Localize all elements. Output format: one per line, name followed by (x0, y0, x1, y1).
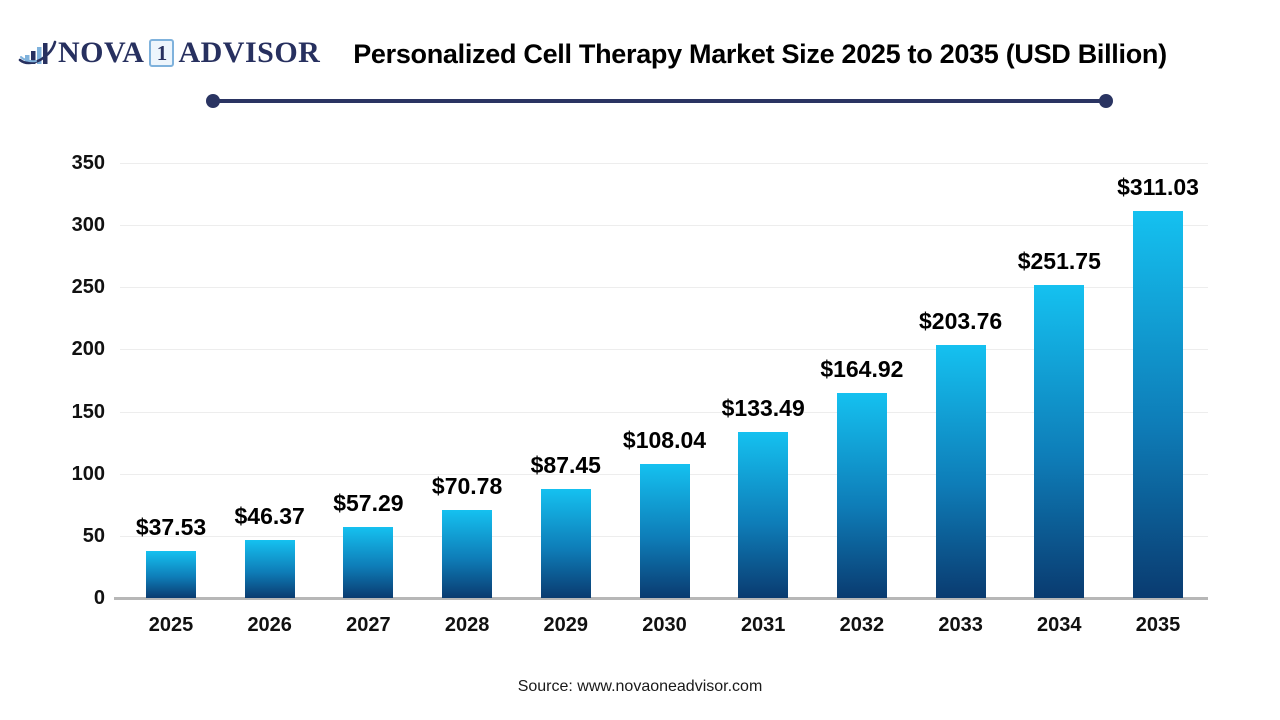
x-axis-tick-2030: 2030 (642, 614, 687, 636)
title-rule (213, 99, 1106, 103)
x-axis-tick-2032: 2032 (839, 614, 885, 636)
x-axis-tick-2034: 2034 (1037, 614, 1082, 636)
bar-value-label-2030: $108.04 (622, 426, 707, 453)
x-axis-line (114, 597, 1208, 600)
source-attribution: Source: www.novaoneadvisor.com (517, 678, 763, 695)
bar-value-label-2029: $87.45 (530, 452, 601, 479)
bar-2028 (442, 510, 493, 598)
y-axis-tick-0: 0 (93, 587, 105, 609)
y-axis-tick-50: 50 (82, 524, 105, 547)
y-axis-tick-100: 100 (71, 462, 105, 485)
bar-value-label-2031: $133.49 (721, 395, 805, 422)
x-axis-tick-2025: 2025 (148, 614, 194, 636)
logo-text-advisor: ADVISOR (178, 36, 321, 69)
y-axis-tick-350: 350 (71, 152, 105, 174)
y-axis-tick-300: 300 (71, 214, 105, 237)
y-axis-tick-150: 150 (71, 400, 105, 423)
bar-value-label-2025: $37.53 (135, 514, 207, 541)
x-axis-tick-2028: 2028 (444, 614, 490, 636)
bar-2030 (639, 463, 690, 598)
nova-one-advisor-logo: NOVA 1 ADVISOR (18, 34, 320, 72)
y-axis-tick-200: 200 (71, 338, 105, 361)
bar-2034 (1034, 285, 1085, 598)
bar-2027 (343, 526, 394, 598)
bar-2032 (836, 393, 887, 598)
x-axis-tick-2033: 2033 (938, 614, 983, 636)
gridline-150 (120, 411, 1208, 413)
bar-2025 (146, 551, 196, 598)
bar-value-label-2032: $164.92 (820, 356, 904, 383)
bar-value-label-2028: $70.78 (431, 473, 503, 500)
logo-text-nova: NOVA (58, 36, 145, 69)
bar-chart-swoosh-icon (18, 40, 57, 65)
x-axis-tick-2026: 2026 (247, 614, 292, 636)
bar-2026 (244, 540, 295, 598)
chart-title: Personalized Cell Therapy Market Size 20… (353, 39, 1167, 69)
gridline-350 (120, 163, 1208, 164)
gridline-250 (120, 287, 1208, 289)
x-axis-tick-2035: 2035 (1135, 614, 1181, 636)
title-rule-right-dot (1099, 94, 1113, 108)
bar-2035 (1133, 211, 1183, 598)
x-axis-tick-2029: 2029 (543, 614, 589, 636)
x-axis-tick-2027: 2027 (346, 614, 391, 636)
logo-one-badge: 1 (149, 39, 175, 67)
bar-value-label-2034: $251.75 (1017, 248, 1101, 275)
bar-2029 (540, 489, 591, 598)
gridline-200 (120, 349, 1208, 351)
y-axis-tick-250: 250 (71, 276, 105, 299)
bar-2031 (738, 432, 789, 598)
bar-value-label-2026: $46.37 (234, 503, 305, 530)
bar-value-label-2033: $203.76 (919, 307, 1003, 334)
gridline-300 (120, 225, 1208, 227)
bar-2033 (935, 344, 986, 598)
x-axis-tick-2031: 2031 (740, 614, 786, 636)
bar-value-label-2027: $57.29 (333, 489, 404, 516)
bar-value-label-2035: $311.03 (1117, 174, 1199, 201)
